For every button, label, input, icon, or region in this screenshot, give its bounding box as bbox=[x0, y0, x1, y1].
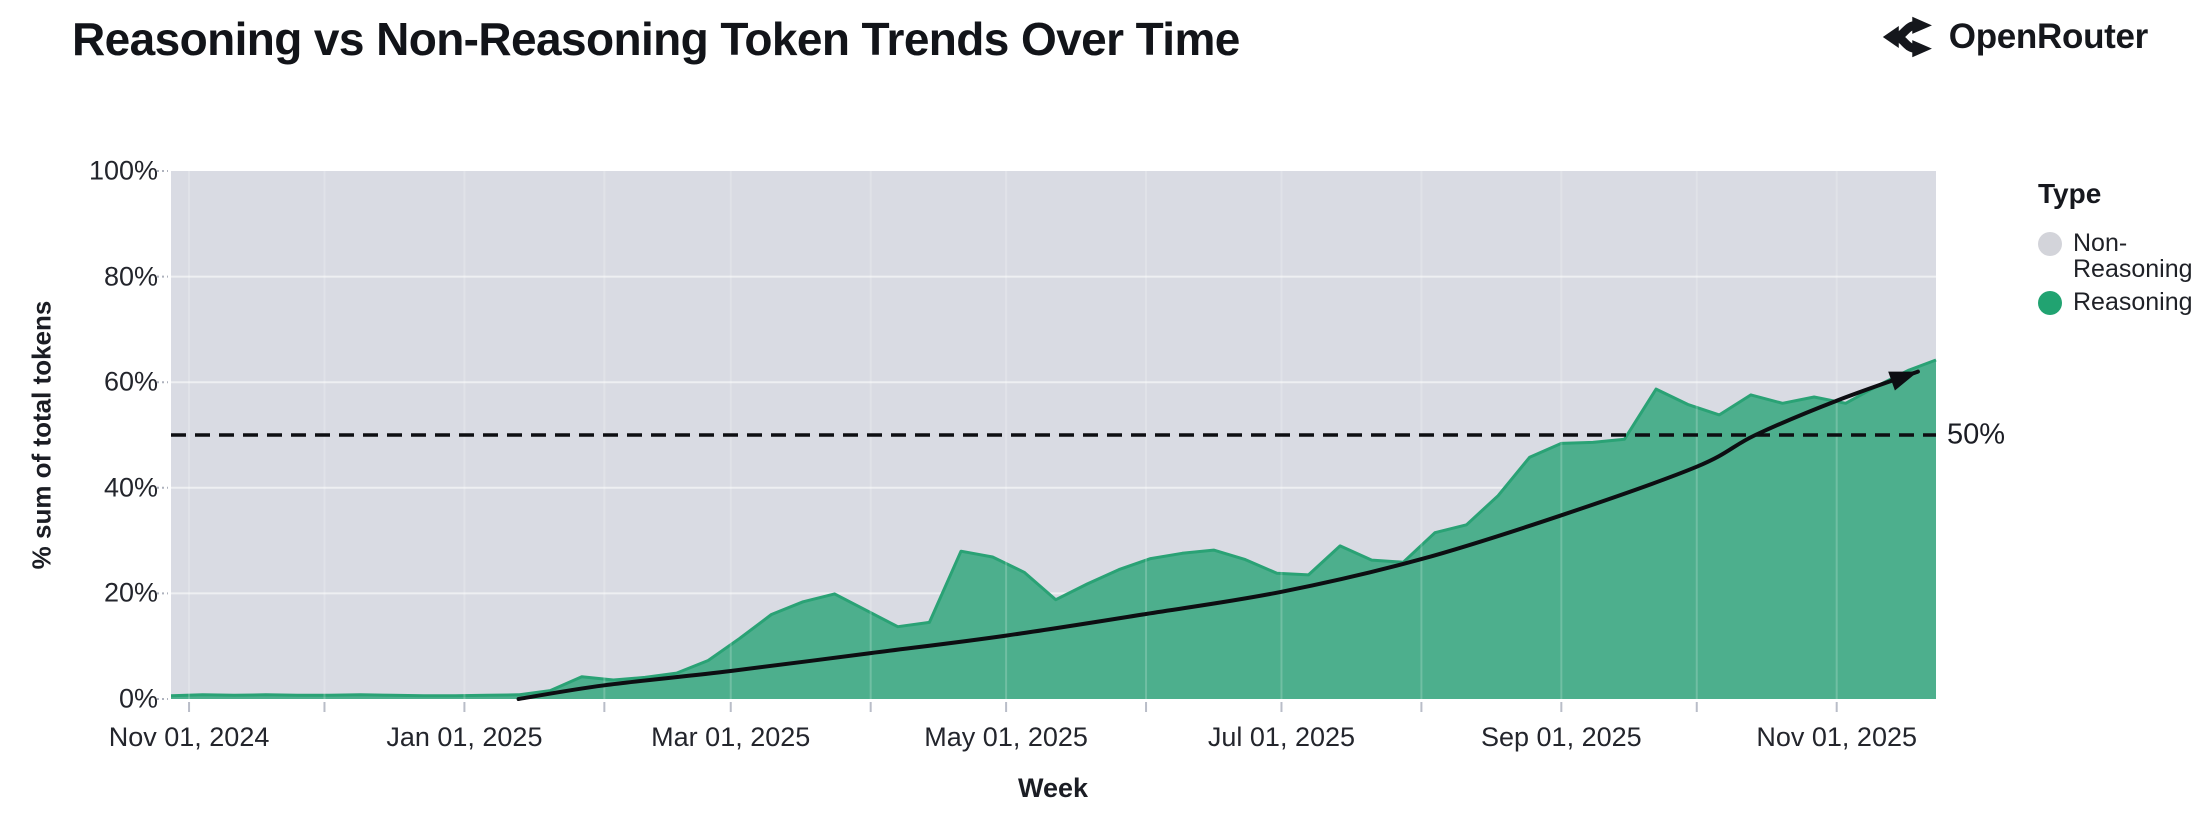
y-tick-label: 80% bbox=[103, 261, 158, 292]
reasoning-area bbox=[171, 360, 1936, 699]
legend-item-label: Reasoning bbox=[2073, 288, 2193, 316]
trend-line bbox=[516, 369, 1920, 701]
openrouter-logo: OpenRouter bbox=[1881, 12, 2148, 62]
x-tick-label: Mar 01, 2025 bbox=[651, 722, 811, 752]
x-tick-label: Jan 01, 2025 bbox=[386, 722, 543, 752]
trend-arrowhead bbox=[1888, 371, 1918, 391]
x-axis-title: Week bbox=[1017, 773, 1089, 803]
legend-title: Type bbox=[2038, 178, 2102, 209]
y-tick-label: 60% bbox=[103, 366, 158, 397]
y-tick-label: 0% bbox=[118, 683, 158, 714]
y-tick-label: 20% bbox=[103, 577, 158, 608]
reasoning-area-outline bbox=[170, 358, 1937, 698]
non-reasoning-swatch bbox=[2038, 232, 2062, 256]
x-tick-label: Jul 01, 2025 bbox=[1207, 722, 1356, 752]
x-tick-label: Nov 01, 2024 bbox=[108, 722, 270, 752]
y-axis-title: % sum of total tokens bbox=[26, 300, 57, 570]
reasoning-swatch bbox=[2038, 291, 2062, 315]
x-tick-label: Sep 01, 2025 bbox=[1481, 722, 1642, 752]
legend-item-non-reasoning: Non-Reasoning bbox=[2038, 229, 2193, 283]
openrouter-icon bbox=[1882, 16, 1932, 58]
x-tick-label: Nov 01, 2025 bbox=[1756, 722, 1917, 752]
x-tick-label: May 01, 2025 bbox=[924, 722, 1088, 752]
y-tick-label: 40% bbox=[103, 472, 158, 503]
legend: Type Non-Reasoning Reasoning bbox=[2038, 178, 2193, 322]
legend-item-label: Non-Reasoning bbox=[2073, 229, 2193, 283]
page-title: Reasoning vs Non-Reasoning Token Trends … bbox=[72, 13, 1240, 65]
legend-item-reasoning: Reasoning bbox=[2038, 288, 2193, 316]
y-tick-label: 100% bbox=[88, 155, 158, 186]
fifty-percent-label: 50% bbox=[1947, 418, 2006, 451]
brand-name: OpenRouter bbox=[1948, 17, 2149, 56]
